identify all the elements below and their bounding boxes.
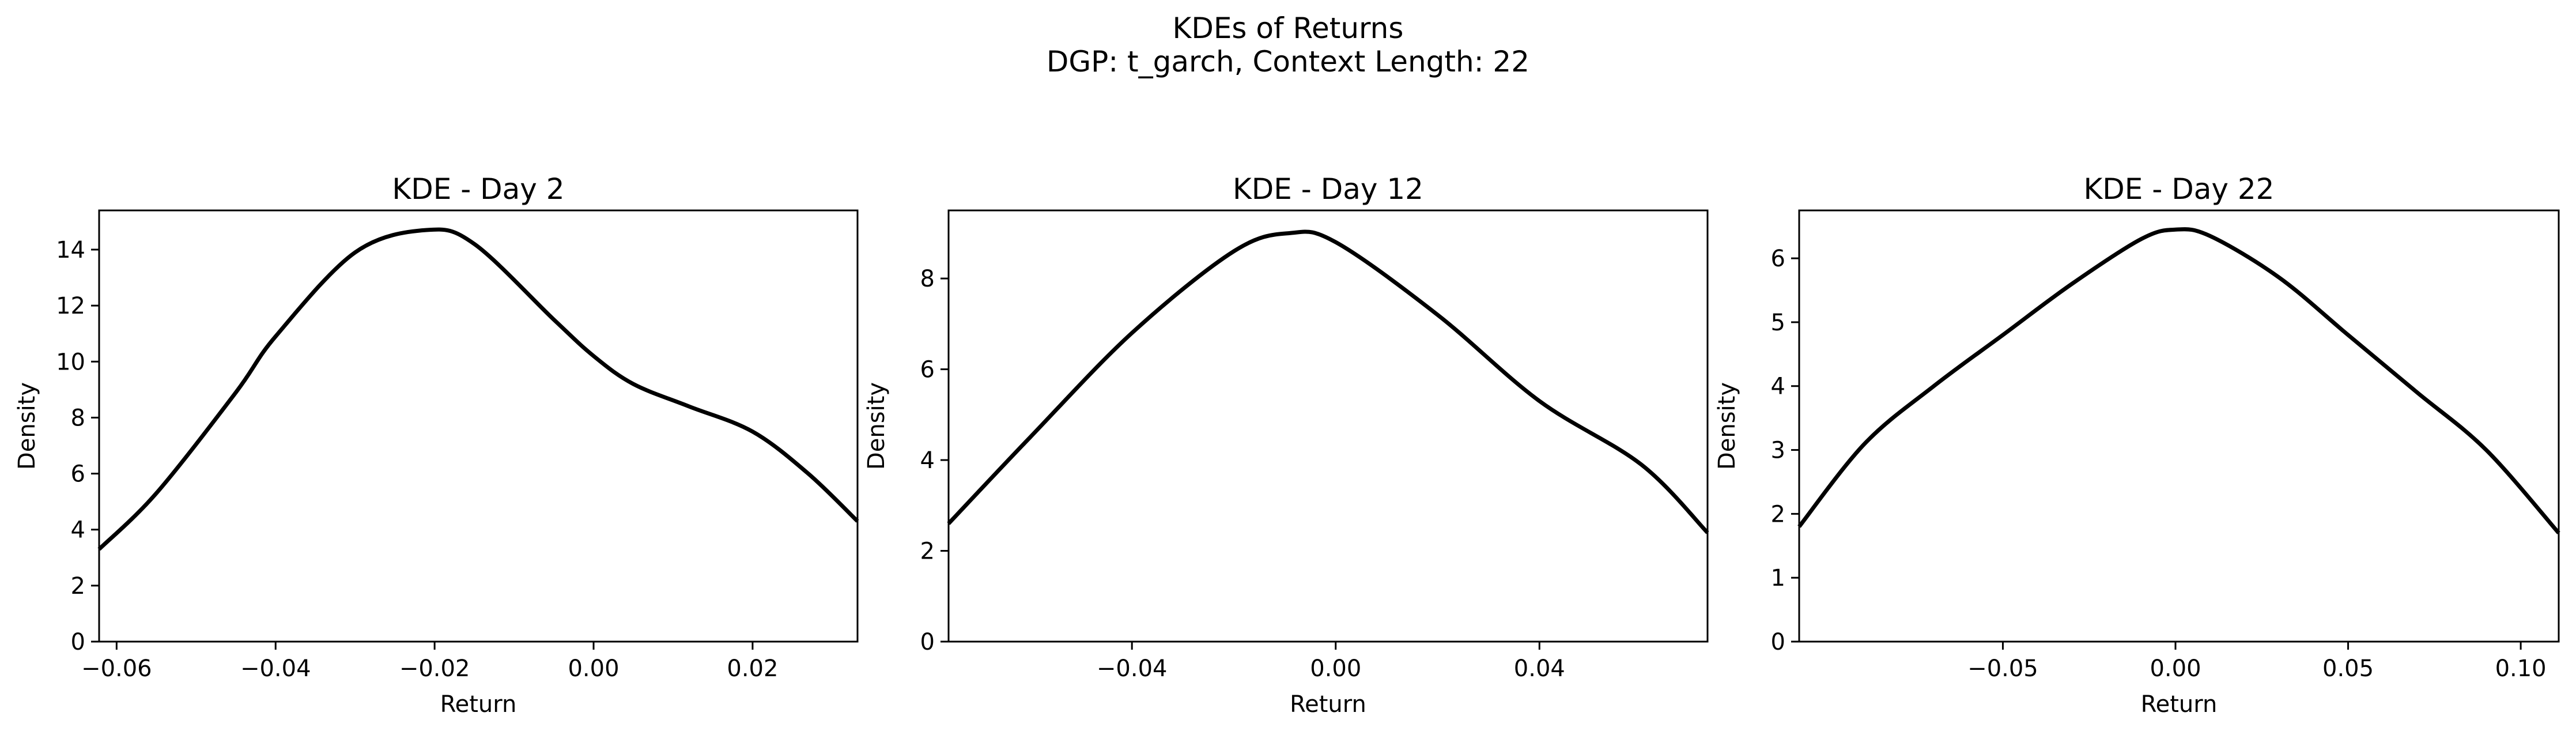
y-tick-label: 4 (71, 517, 85, 544)
y-tick-label: 10 (56, 349, 85, 375)
x-tick-label: 0.10 (2495, 655, 2547, 682)
y-axis-label: Density (1714, 382, 1740, 470)
x-axis-label: Return (1290, 691, 1366, 718)
x-tick-label: −0.02 (399, 655, 470, 682)
x-tick-label: −0.04 (240, 655, 311, 682)
kde-curve-line (97, 227, 859, 551)
y-tick-label: 5 (1771, 310, 1785, 336)
kde-curve-line (947, 229, 1709, 534)
x-tick-label: −0.06 (81, 655, 152, 682)
figure-title: KDEs of Returns (1172, 12, 1404, 45)
y-tick-label: 2 (71, 573, 85, 600)
x-tick-label: 0.00 (1310, 655, 1361, 682)
x-tick-label: 0.02 (727, 655, 778, 682)
y-tick-label: 6 (71, 461, 85, 488)
y-tick-label: 0 (71, 629, 85, 655)
x-tick-label: −0.05 (1967, 655, 2038, 682)
chart-title: KDE - Day 22 (2084, 172, 2275, 206)
y-tick-label: 4 (920, 447, 935, 474)
x-axis-label: Return (440, 691, 517, 718)
y-tick-label: 0 (1771, 629, 1785, 655)
axes-frame (947, 209, 1709, 643)
y-axis-label: Density (14, 382, 40, 470)
y-tick-label: 2 (1771, 501, 1785, 527)
y-tick-label: 0 (920, 629, 935, 655)
y-tick-label: 14 (56, 237, 85, 263)
y-tick-label: 1 (1771, 565, 1785, 591)
y-tick-label: 8 (920, 266, 935, 292)
y-tick-label: 6 (920, 357, 935, 383)
x-axis-label: Return (2141, 691, 2218, 718)
axes-frame (1798, 209, 2560, 643)
y-tick-label: 6 (1771, 246, 1785, 272)
y-tick-label: 4 (1771, 374, 1785, 400)
chart-title: KDE - Day 12 (1233, 172, 1423, 206)
axes-frame (98, 209, 859, 643)
chart-panel-3: KDE - Day 22 −0.05 0.00 0.05 0.10 0 1 2 3 4 5 6 Retu… (1714, 172, 2560, 718)
x-tick-label: 0.00 (2150, 655, 2201, 682)
figure-subtitle: DGP: t_garch, Context Length: 22 (1046, 45, 1530, 78)
x-tick-label: 0.04 (1514, 655, 1565, 682)
kde-curve-line (1797, 227, 2560, 534)
chart-panel-2: KDE - Day 12 −0.04 0.00 0.04 0 2 4 6 8 Return Dens… (863, 172, 1709, 718)
chart-title: KDE - Day 2 (392, 172, 564, 206)
y-tick-label: 12 (56, 293, 85, 319)
x-tick-label: 0.00 (568, 655, 619, 682)
y-tick-label: 8 (71, 405, 85, 431)
y-axis-label: Density (863, 382, 890, 470)
chart-panel-1: KDE - Day 2 −0.06 −0.04 −0.02 0.00 0.02 0 2 4 6 8 1… (14, 172, 859, 718)
y-tick-label: 3 (1771, 438, 1785, 464)
y-tick-label: 2 (920, 538, 935, 565)
x-tick-label: −0.04 (1097, 655, 1168, 682)
x-tick-label: 0.05 (2322, 655, 2374, 682)
